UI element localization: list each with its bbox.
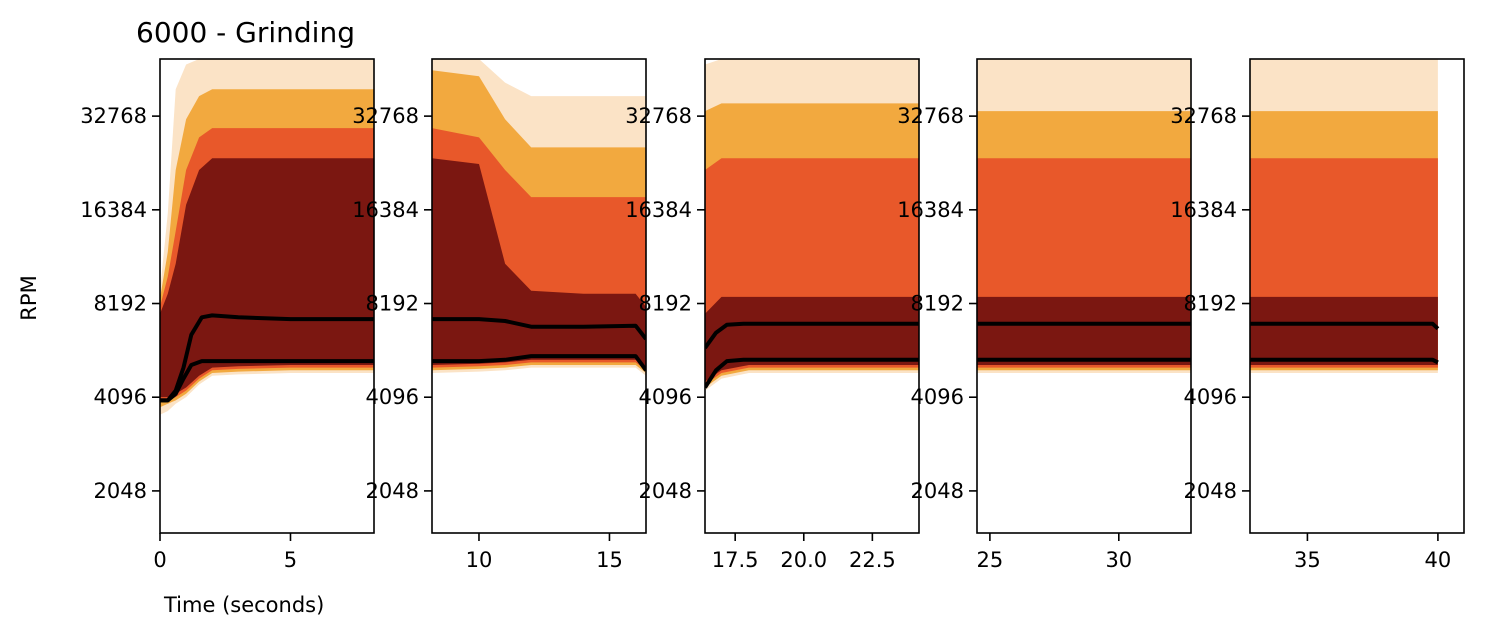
- y-axis-label: RPM: [17, 275, 41, 320]
- y-tick-label: 8192: [366, 292, 419, 316]
- x-tick-label: 35: [1294, 548, 1321, 572]
- y-tick-label: 4096: [366, 385, 419, 409]
- y-tick-label: 2048: [911, 479, 964, 503]
- y-tick-label: 16384: [897, 198, 964, 222]
- panel-1-plot-area: [160, 59, 374, 415]
- panel-frame: [704, 58, 920, 534]
- panel-4: 2048 4096 8192 16384 32768 25 30: [897, 58, 1192, 572]
- x-tick-label: 20.0: [780, 548, 827, 572]
- y-tick-label: 8192: [639, 292, 692, 316]
- y-tick-label: 16384: [1170, 198, 1237, 222]
- x-axis-label: Time (seconds): [163, 593, 324, 617]
- chart-title: 6000 - Grinding: [136, 16, 355, 49]
- y-tick-label: 32768: [625, 104, 692, 128]
- rpm-line-2: [432, 354, 646, 372]
- y-tick-label: 4096: [639, 385, 692, 409]
- rpm-line-2: [160, 359, 374, 403]
- rpm-band-4: [977, 296, 1191, 365]
- y-tick-label: 8192: [1184, 292, 1237, 316]
- rpm-line-1: [432, 317, 646, 341]
- y-tick-label: 32768: [80, 104, 147, 128]
- x-tick-label: 40: [1425, 548, 1452, 572]
- rpm-line-1: [705, 321, 919, 350]
- x-tick-label: 17.5: [712, 548, 759, 572]
- panel-4-plot-area: [977, 59, 1191, 373]
- y-tick-label: 4096: [94, 385, 147, 409]
- panel-frame: [976, 58, 1192, 534]
- x-tick-label: 25: [977, 548, 1004, 572]
- panels: 2048 4096 8192 16384 32768 0 5 2048 4096 8192 1638…: [80, 58, 1465, 572]
- y-tick-label: 4096: [911, 385, 964, 409]
- panel-frame: [1249, 58, 1465, 534]
- x-tick-label: 0: [153, 548, 166, 572]
- y-tick-label: 4096: [1184, 385, 1237, 409]
- y-tick-label: 2048: [94, 479, 147, 503]
- y-tick-label: 32768: [1170, 104, 1237, 128]
- panel-1: 2048 4096 8192 16384 32768 0 5: [80, 58, 375, 572]
- y-tick-label: 32768: [897, 104, 964, 128]
- y-tick-label: 2048: [366, 479, 419, 503]
- y-tick-label: 32768: [352, 104, 419, 128]
- y-tick-label: 2048: [1184, 479, 1237, 503]
- panel-frame: [431, 58, 647, 534]
- y-tick-label: 16384: [352, 198, 419, 222]
- rpm-band-4: [1250, 296, 1438, 365]
- x-tick-label: 22.5: [849, 548, 896, 572]
- y-tick-label: 8192: [911, 292, 964, 316]
- panel-2-plot-area: [432, 59, 646, 376]
- y-tick-label: 16384: [625, 198, 692, 222]
- rpm-line-2: [705, 357, 919, 389]
- rpm-band-4: [160, 158, 374, 398]
- x-tick-label: 30: [1105, 548, 1132, 572]
- x-tick-label: 10: [466, 548, 493, 572]
- panel-3: 2048 4096 8192 16384 32768 17.5 20.0 22.5: [625, 58, 920, 572]
- y-tick-label: 2048: [639, 479, 692, 503]
- panel-2: 2048 4096 8192 16384 32768 10 15: [352, 58, 647, 572]
- rpm-line-1: [1250, 321, 1440, 331]
- y-tick-label: 16384: [80, 198, 147, 222]
- x-tick-label: 15: [596, 548, 623, 572]
- x-tick-label: 5: [284, 548, 297, 572]
- y-tick-label: 8192: [94, 292, 147, 316]
- rpm-line-2: [1250, 357, 1439, 365]
- panel-frame: [159, 58, 375, 534]
- rpm-band-4: [432, 158, 646, 368]
- panel-5-plot-area: [1250, 59, 1440, 373]
- panel-5: 2048 4096 8192 16384 32768 35 40: [1170, 58, 1465, 572]
- panel-3-plot-area: [705, 59, 919, 391]
